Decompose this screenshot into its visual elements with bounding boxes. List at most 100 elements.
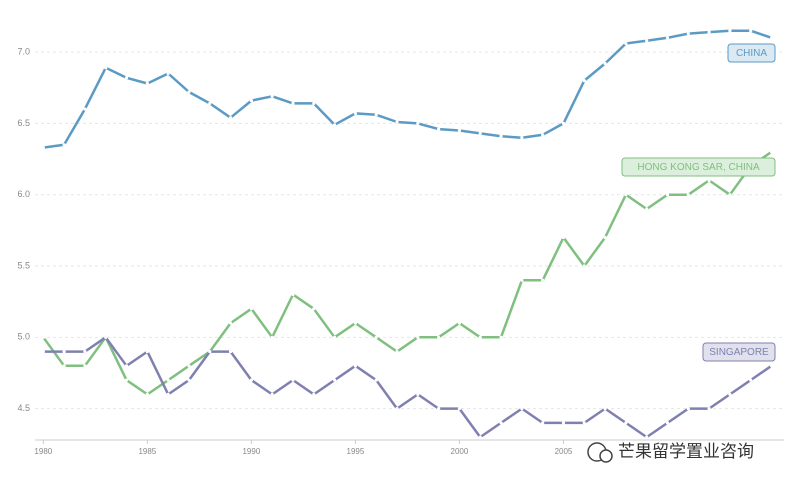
x-tick-label: 2005 [555, 447, 573, 456]
point [312, 307, 316, 311]
point [769, 150, 774, 154]
point [749, 378, 753, 382]
point [561, 235, 566, 240]
point [603, 61, 607, 66]
point [62, 364, 66, 368]
x-tick-label: 2000 [451, 447, 469, 456]
point [541, 133, 545, 137]
point [270, 392, 274, 396]
point [437, 335, 441, 339]
point [520, 136, 524, 140]
point [645, 207, 649, 211]
series-line [43, 336, 773, 439]
point [228, 116, 233, 120]
point [62, 349, 66, 354]
watermark-icon [587, 442, 613, 463]
series-label: CHINA [736, 48, 767, 59]
point [478, 435, 482, 439]
point [187, 90, 191, 94]
point [41, 146, 45, 150]
point [124, 364, 129, 368]
watermark: 芒果留学置业咨询 [618, 442, 754, 462]
point [457, 128, 462, 133]
point [769, 36, 774, 40]
x-tick-label: 1985 [138, 447, 156, 456]
point [395, 120, 399, 124]
point [665, 193, 670, 197]
point [83, 364, 87, 368]
series-label: HONG KONG SAR, CHINA [637, 162, 760, 173]
series-label-box [702, 342, 776, 362]
point [561, 121, 566, 126]
point [603, 407, 607, 411]
point [457, 321, 462, 325]
point [187, 378, 191, 382]
point [312, 101, 316, 106]
point [249, 98, 253, 103]
point [395, 349, 399, 354]
point [707, 178, 711, 183]
point [41, 335, 45, 339]
series-label-box [727, 43, 776, 63]
point [104, 335, 108, 339]
y-tick-label: 6.5 [17, 118, 30, 128]
point [291, 378, 295, 382]
point [603, 235, 607, 240]
point [686, 193, 690, 197]
point [208, 349, 212, 354]
point [541, 421, 545, 425]
point [749, 29, 753, 33]
point [249, 307, 253, 311]
point [208, 101, 212, 106]
point [312, 392, 316, 396]
point [374, 378, 378, 382]
point [499, 134, 503, 138]
point [145, 81, 149, 86]
series-line [42, 150, 773, 396]
series-line [43, 29, 772, 149]
point [374, 335, 378, 339]
point [478, 335, 482, 339]
point [769, 364, 774, 368]
point [437, 407, 441, 411]
y-tick-label: 5.5 [17, 260, 30, 270]
point [41, 349, 45, 354]
point [166, 378, 170, 382]
point [520, 278, 524, 282]
point [728, 193, 732, 197]
point [665, 421, 670, 425]
point [270, 335, 274, 339]
point [707, 407, 711, 411]
series-label: SINGAPORE [709, 347, 769, 358]
point [645, 435, 649, 439]
point [728, 392, 732, 396]
point [624, 193, 628, 197]
point [624, 41, 628, 46]
point [416, 335, 420, 339]
point [395, 407, 399, 411]
point [686, 407, 690, 411]
y-tick-label: 6.0 [17, 189, 30, 199]
point [104, 66, 108, 70]
x-tick-label: 1980 [34, 447, 52, 456]
point [582, 264, 586, 268]
point [166, 71, 170, 76]
point [499, 335, 503, 339]
point [333, 335, 337, 339]
y-tick-label: 4.5 [17, 403, 30, 413]
point [333, 123, 337, 127]
point [541, 278, 545, 282]
point [374, 113, 378, 117]
point [333, 378, 337, 382]
y-tick-label: 5.0 [17, 332, 30, 342]
point [624, 421, 628, 425]
point [686, 31, 690, 36]
point [228, 349, 233, 354]
point [291, 101, 295, 106]
point [145, 349, 149, 354]
point [353, 111, 358, 116]
point [166, 392, 170, 396]
point [145, 392, 149, 396]
point [665, 36, 670, 40]
